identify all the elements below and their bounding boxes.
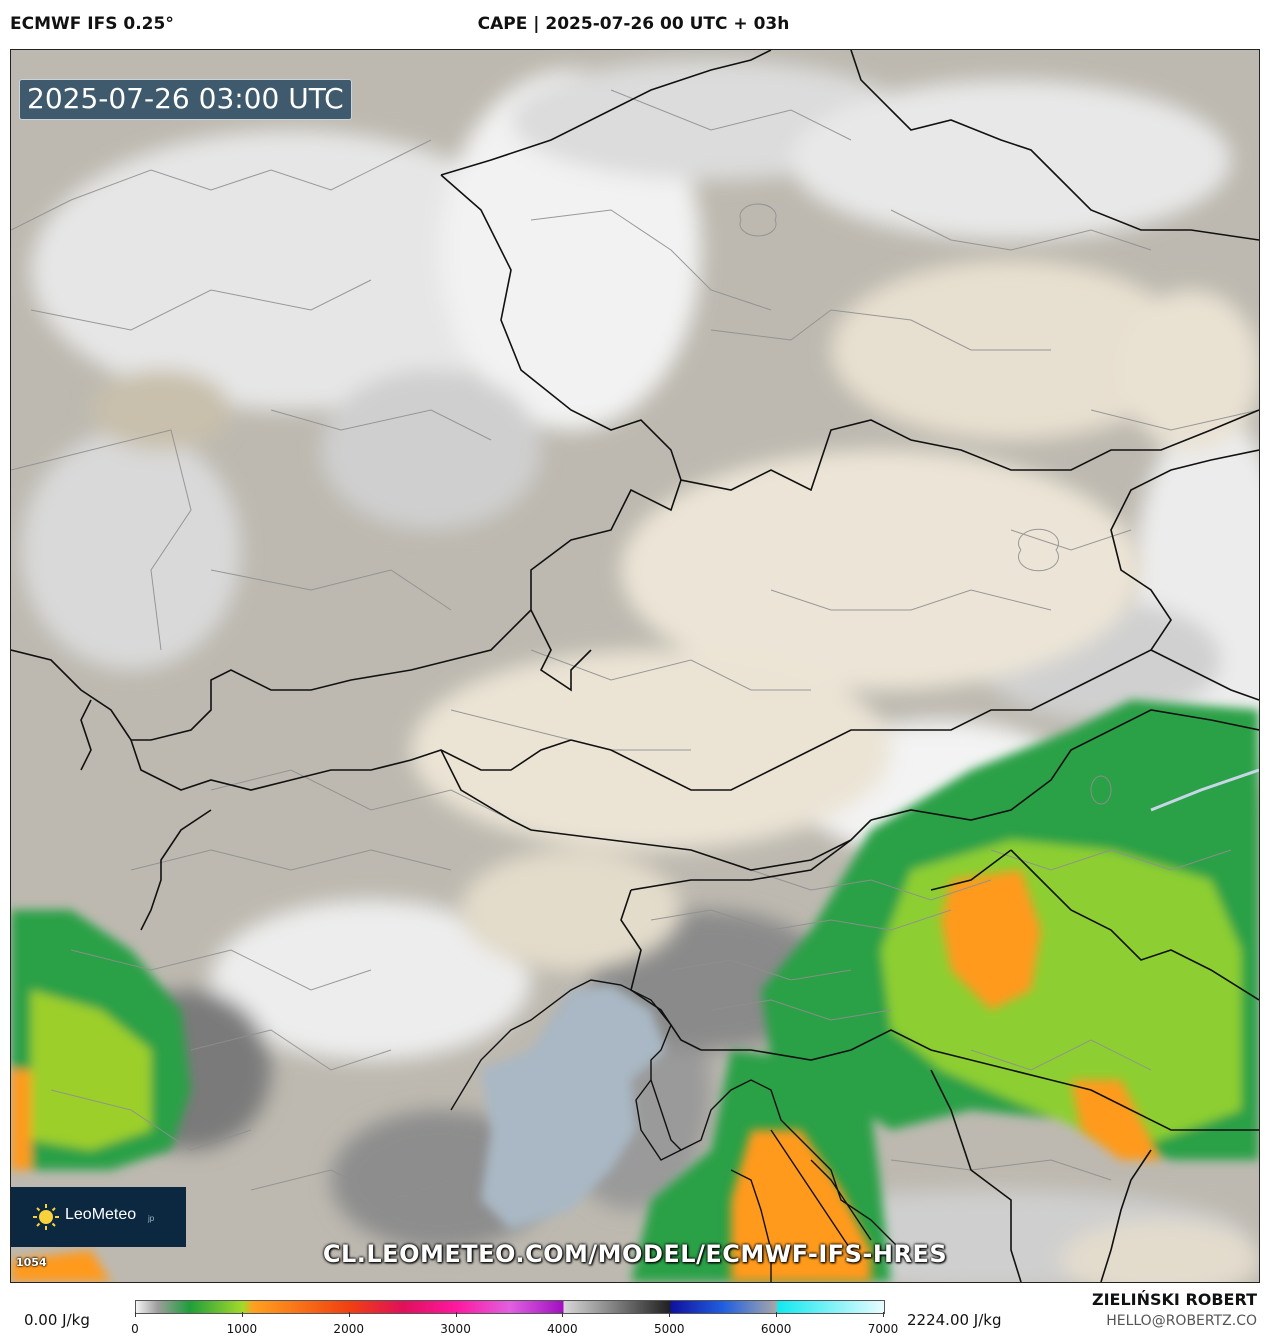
- timestamp-badge: 2025-07-26 03:00 UTC: [19, 79, 352, 120]
- colorbar-tick-label: 3000: [440, 1322, 471, 1336]
- colorbar-tick: [135, 1312, 136, 1317]
- colorbar-tick: [883, 1312, 884, 1317]
- chart-title: CAPE | 2025-07-26 00 UTC + 03h: [477, 14, 790, 34]
- colorbar-tick: [562, 1312, 564, 1317]
- colorbar-tick: [776, 1312, 778, 1317]
- logo-wordmark: LeoMeteo: [65, 1206, 137, 1223]
- colorbar-tick-label: 7000: [867, 1322, 899, 1336]
- colorbar-tick-label: 0: [131, 1322, 139, 1336]
- admin-boundaries: [11, 89, 1259, 1201]
- colorbar-tick: [455, 1312, 457, 1317]
- green-cape-field: [11, 700, 1259, 1282]
- colorbar-tick-label: 5000: [654, 1322, 685, 1336]
- colorbar-tick-label: 6000: [760, 1322, 792, 1336]
- orange-cape-field: [731, 870, 1161, 1282]
- author-email[interactable]: HELLO@ROBERTZ.CO: [1106, 1313, 1257, 1329]
- cape-map[interactable]: 2025-07-26 03:00 UTC LeoMeteo jp 1054 CL…: [10, 49, 1260, 1283]
- coastline: [450, 979, 912, 1282]
- colorbar-max-label: 2224.00 J/kg: [907, 1311, 1002, 1329]
- run-id: 1054: [16, 1256, 47, 1269]
- sun-icon: [33, 1204, 59, 1230]
- colorbar-min-label: 0.00 J/kg: [24, 1311, 90, 1329]
- country-borders: [11, 50, 1259, 1282]
- adriatic-sea: [481, 985, 666, 1230]
- url-watermark: CL.LEOMETEO.COM/MODEL/ECMWF-IFS-HRES: [322, 1240, 948, 1268]
- colorbar-ticks: 0 1000 2000 3000 4000 5000 6000 7000: [131, 1312, 898, 1336]
- leometeo-logo[interactable]: LeoMeteo jp: [11, 1187, 186, 1247]
- map-canvas: [11, 50, 1259, 1282]
- logo-suffix: jp: [148, 1214, 155, 1223]
- model-label: ECMWF IFS 0.25°: [10, 14, 174, 34]
- colorbar-tick: [669, 1312, 671, 1317]
- colorbar: [135, 1300, 885, 1314]
- river: [1150, 768, 1259, 812]
- colorbar-tick: [241, 1312, 243, 1317]
- colorbar-tick: [348, 1312, 350, 1317]
- author-name: ZIELIŃSKI ROBERT: [1091, 1290, 1257, 1309]
- colorbar-tick-label: 1000: [226, 1322, 258, 1336]
- colorbar-tick-label: 4000: [547, 1322, 578, 1336]
- colorbar-tick-label: 2000: [333, 1322, 364, 1336]
